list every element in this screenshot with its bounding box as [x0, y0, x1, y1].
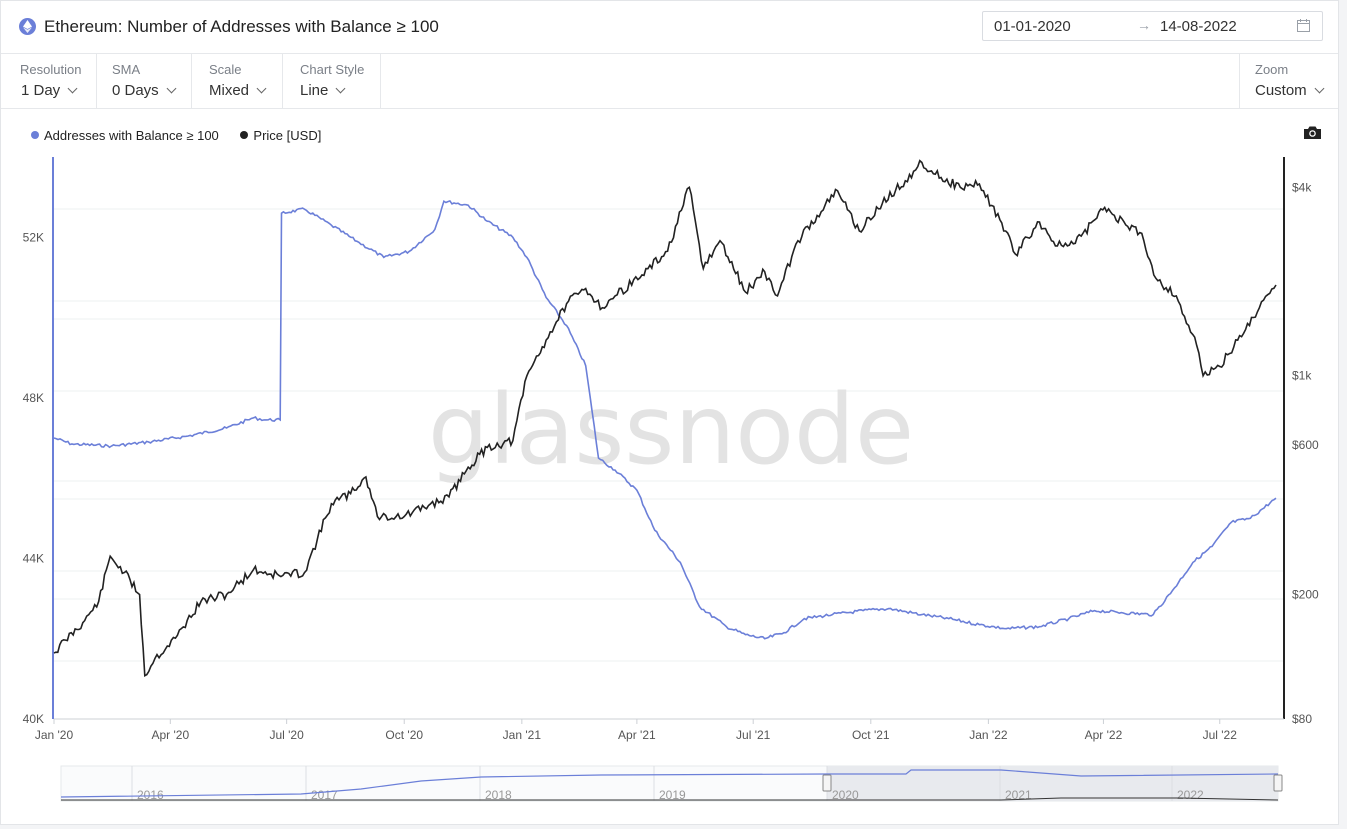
navigator-year-label: 2019: [659, 788, 686, 802]
x-tick-label: Oct '21: [852, 728, 890, 742]
y-right-tick-label: $200: [1292, 587, 1319, 601]
chart-style-label: Chart Style: [300, 62, 365, 77]
sma-label: SMA: [112, 62, 141, 77]
legend-dot: [31, 131, 39, 139]
y-right-tick-label: $600: [1292, 438, 1319, 452]
y-right-tick-label: $1k: [1292, 369, 1312, 383]
watermark-text: glassnode: [428, 374, 914, 486]
scale-dropdown[interactable]: Scale Mixed: [192, 54, 283, 108]
date-from-input[interactable]: 01-01-2020: [994, 18, 1071, 35]
chevron-down-icon: [67, 83, 78, 94]
chevron-down-icon: [166, 83, 177, 94]
legend-label-addresses: Addresses with Balance ≥ 100: [44, 128, 219, 143]
main-chart[interactable]: glassnode 40K 44K 48K 52K $80 $200 $600 $1k $4k Ja…: [1, 151, 1340, 756]
legend-dot: [240, 131, 249, 139]
ethereum-logo-icon: [19, 18, 36, 35]
x-tick-label: Jan '20: [35, 728, 74, 742]
x-tick-label: Apr '20: [151, 728, 189, 742]
navigator-year-label: 2018: [485, 788, 512, 802]
chevron-down-icon: [256, 83, 267, 94]
y-left-tick-label: 40K: [23, 712, 44, 726]
navigator-year-label: 2020: [832, 788, 859, 802]
y-left-tick-label: 48K: [23, 391, 44, 405]
zoom-dropdown[interactable]: Zoom Custom: [1239, 54, 1339, 108]
y-right-tick-label: $4k: [1292, 180, 1312, 194]
header: Ethereum: Number of Addresses with Balan…: [1, 1, 1338, 54]
date-range-picker[interactable]: 01-01-2020 → 14-08-2022: [982, 11, 1323, 41]
resolution-dropdown[interactable]: Resolution 1 Day: [1, 54, 97, 108]
y-right-tick-label: $80: [1292, 712, 1312, 726]
sma-dropdown[interactable]: SMA 0 Days: [97, 54, 192, 108]
toolbar: Resolution 1 Day SMA 0 Days Scale Mixed …: [1, 54, 1338, 109]
calendar-icon[interactable]: [1297, 19, 1310, 32]
legend-label-price: Price [USD]: [253, 128, 322, 143]
navigator-year-label: 2022: [1177, 788, 1204, 802]
navigator-year-label: 2016: [137, 788, 164, 802]
legend-item-addresses[interactable]: Addresses with Balance ≥ 100: [31, 128, 219, 143]
sma-value: 0 Days: [112, 82, 159, 99]
series-line-addresses[interactable]: [53, 199, 1277, 640]
x-tick-label: Jul '21: [736, 728, 771, 742]
legend: Addresses with Balance ≥ 100 Price [USD]: [31, 128, 339, 143]
x-tick-label: Jan '22: [969, 728, 1008, 742]
chevron-down-icon: [335, 83, 346, 94]
x-tick-label: Jul '22: [1203, 728, 1238, 742]
y-left-tick-label: 44K: [23, 551, 44, 565]
zoom-value: Custom: [1255, 82, 1307, 99]
date-to-input[interactable]: 14-08-2022: [1160, 18, 1237, 35]
x-tick-label: Apr '22: [1085, 728, 1123, 742]
arrow-right-icon: →: [1137, 17, 1151, 33]
chart-title: Ethereum: Number of Addresses with Balan…: [44, 17, 439, 36]
scale-value: Mixed: [209, 82, 250, 99]
navigator-overview[interactable]: 2016 2017 2018 2019 2020 2021 2022: [1, 761, 1340, 806]
y-left-tick-label: 52K: [23, 230, 44, 244]
navigator-left-handle[interactable]: [822, 774, 832, 792]
navigator-series-addresses: [60, 769, 1279, 798]
chart-style-value: Line: [300, 82, 329, 99]
camera-icon[interactable]: [1303, 125, 1322, 140]
navigator-year-label: 2021: [1005, 788, 1032, 802]
scale-label: Scale: [209, 62, 242, 77]
x-tick-label: Jan '21: [503, 728, 542, 742]
x-tick-label: Jul '20: [269, 728, 304, 742]
zoom-label: Zoom: [1255, 62, 1289, 77]
series-line-price[interactable]: [53, 159, 1277, 678]
legend-item-price[interactable]: Price [USD]: [240, 128, 321, 143]
navigator-right-handle[interactable]: [1273, 774, 1283, 792]
chevron-down-icon: [1314, 83, 1325, 94]
navigator-series-price: [61, 797, 1279, 801]
navigator-selection: [827, 766, 1278, 801]
chart-style-dropdown[interactable]: Chart Style Line: [283, 54, 381, 108]
resolution-label: Resolution: [20, 62, 82, 77]
x-tick-label: Oct '20: [385, 728, 423, 742]
x-tick-label: Apr '21: [618, 728, 656, 742]
resolution-value: 1 Day: [21, 82, 61, 99]
